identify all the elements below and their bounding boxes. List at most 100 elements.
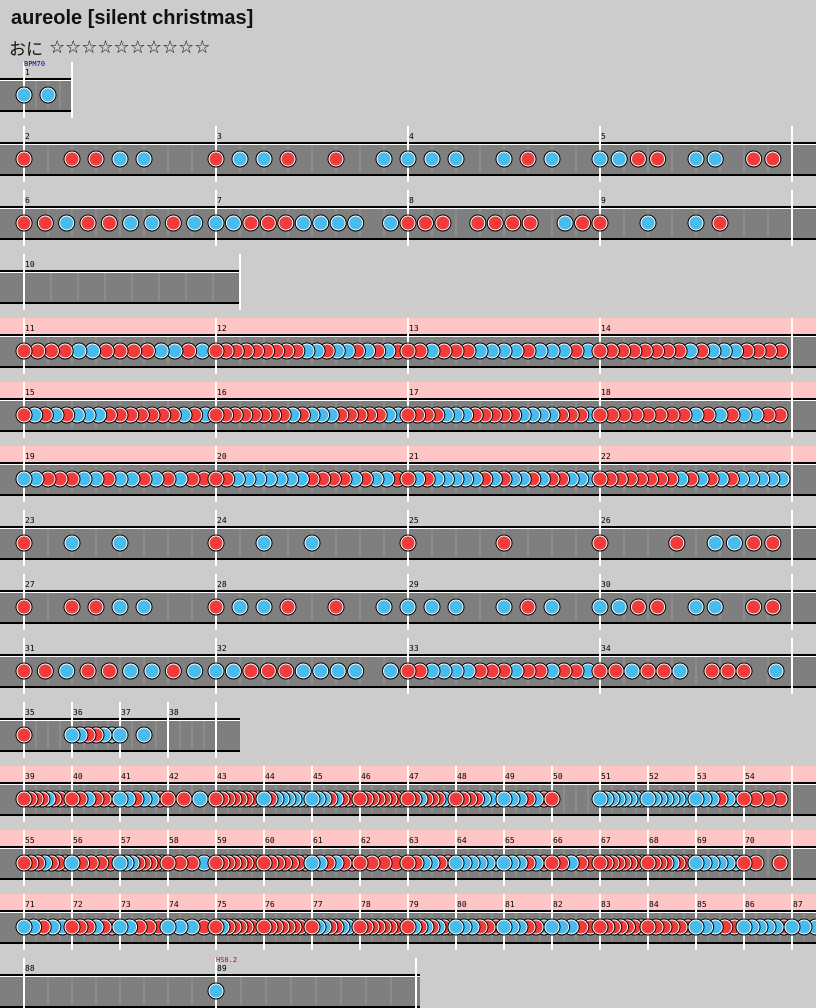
chart-row: 55 56 57 58 59 60 61 62 63 64 65 66 67 68 69 70 [0, 830, 816, 886]
don-note-fill [593, 536, 607, 550]
don-note-fill [81, 216, 95, 230]
don-note-fill [65, 792, 79, 806]
event-label: BPM70 [24, 60, 45, 68]
don-note-fill [279, 664, 293, 678]
ka-note-fill [145, 664, 159, 678]
don-note-fill [161, 792, 175, 806]
ka-note-fill [331, 216, 345, 230]
ka-note-fill [509, 344, 523, 358]
don-note-fill [593, 920, 607, 934]
don-note-fill [41, 472, 55, 486]
don-note-fill [418, 216, 432, 230]
measure-number: 84 [649, 900, 659, 909]
don-note-fill [365, 856, 379, 870]
ka-note-fill [425, 344, 439, 358]
ka-note-fill [425, 664, 439, 678]
don-note-fill [593, 344, 607, 358]
measure-number: 49 [505, 772, 515, 781]
don-note-fill [185, 472, 199, 486]
lane-border-top [0, 78, 72, 80]
ka-note-fill [497, 152, 511, 166]
don-note-fill [161, 856, 175, 870]
ka-note-fill [545, 664, 559, 678]
don-note-fill [593, 472, 607, 486]
don-note-fill [65, 152, 79, 166]
measure-number: 19 [25, 452, 35, 461]
ka-note-fill [497, 856, 511, 870]
don-note-fill [705, 664, 719, 678]
don-note-fill [101, 472, 115, 486]
measure-number: 58 [169, 836, 179, 845]
measure-number: 71 [25, 900, 35, 909]
ka-note-fill [29, 472, 43, 486]
don-note-fill [651, 600, 665, 614]
don-note-fill [17, 344, 31, 358]
measure-number: 72 [73, 900, 83, 909]
chart-row: 2 3 4 5 [0, 126, 816, 182]
measure-number: 5 [601, 132, 606, 141]
don-note-fill [506, 216, 520, 230]
ka-note-fill [113, 600, 127, 614]
don-note-fill [649, 344, 663, 358]
difficulty-label: おに [9, 39, 43, 60]
ka-note-fill [708, 152, 722, 166]
ka-note-fill [113, 728, 127, 742]
don-note-fill [353, 792, 367, 806]
measure-number: 59 [217, 836, 227, 845]
don-note-fill [401, 792, 415, 806]
measure-number: 18 [601, 388, 611, 397]
don-note-fill [17, 792, 31, 806]
ka-note-fill [593, 792, 607, 806]
don-note-fill [209, 536, 223, 550]
don-note-fill [209, 856, 223, 870]
ka-note-fill [296, 216, 310, 230]
don-note-fill [545, 856, 559, 870]
don-note-fill [747, 152, 761, 166]
ka-note-fill [377, 600, 391, 614]
don-note-fill [329, 600, 343, 614]
chart-row: 10 [0, 254, 241, 310]
don-note-fill [651, 152, 665, 166]
don-note-fill [616, 344, 630, 358]
ka-note-fill [233, 152, 247, 166]
measure-number: 67 [601, 836, 611, 845]
ka-note-fill [314, 664, 328, 678]
don-note-fill [209, 792, 223, 806]
don-note-fill [638, 344, 652, 358]
don-note-fill [449, 792, 463, 806]
ka-note-fill [113, 472, 127, 486]
measure-number: 69 [697, 836, 707, 845]
measure-number: 83 [601, 900, 611, 909]
ka-note-fill [65, 856, 79, 870]
ka-note-fill [437, 664, 451, 678]
ka-note-fill [233, 600, 247, 614]
ka-note-fill [485, 344, 499, 358]
ka-note-fill [209, 664, 223, 678]
don-note-fill [557, 664, 571, 678]
chart-row: 6 7 8 9 [0, 190, 816, 246]
ka-note-fill [497, 600, 511, 614]
ka-note-fill [17, 472, 31, 486]
don-note-fill [774, 344, 788, 358]
measure-number: 88 [25, 964, 35, 973]
ka-note-fill [708, 536, 722, 550]
don-note-fill [641, 856, 655, 870]
measure-number: 46 [361, 772, 371, 781]
ka-note-fill [737, 408, 751, 422]
ka-note-fill [305, 536, 319, 550]
lane-border-bottom [0, 302, 240, 304]
ka-note-fill [305, 856, 319, 870]
don-note-fill [209, 152, 223, 166]
ka-note-fill [149, 472, 163, 486]
ka-note-fill [296, 664, 310, 678]
ka-note-fill [449, 152, 463, 166]
ka-note-fill [17, 88, 31, 102]
don-note-fill [569, 664, 583, 678]
don-note-fill [261, 664, 275, 678]
don-note-fill [140, 344, 154, 358]
don-note-fill [766, 152, 780, 166]
ka-note-fill [209, 984, 223, 998]
don-note-fill [197, 472, 211, 486]
don-note-fill [17, 600, 31, 614]
measure-number: 48 [457, 772, 467, 781]
